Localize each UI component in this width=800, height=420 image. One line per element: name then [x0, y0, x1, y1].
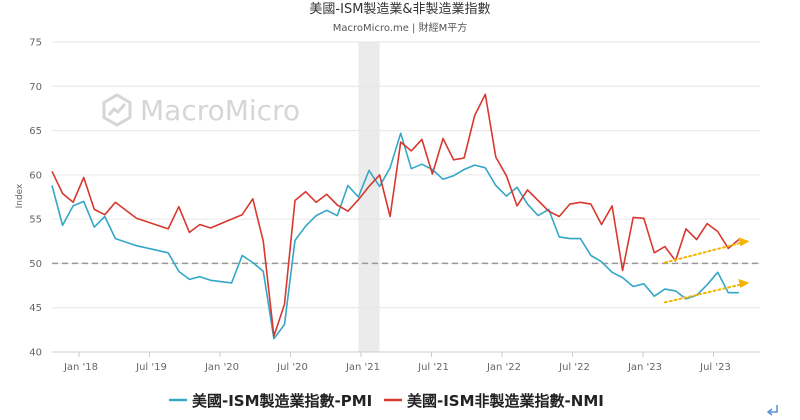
chart-title: 美國-ISM製造業&非製造業指數: [309, 1, 490, 17]
trend-line-pmi: [663, 283, 743, 304]
series-line-nmi: [51, 93, 740, 337]
watermark-logo: MacroMicro: [102, 93, 300, 127]
return-icon[interactable]: [766, 405, 778, 416]
y-tick-label: 55: [29, 215, 42, 226]
recession-shading: [358, 42, 380, 352]
y-tick-label: 65: [29, 126, 42, 137]
x-tick-label: Jul '22: [558, 362, 590, 373]
x-tick-label: Jan '22: [486, 362, 521, 373]
y-axis-ticks: 40 45 50 55 60 65 70 75: [29, 38, 42, 359]
x-tick-label: Jan '20: [204, 362, 239, 373]
y-tick-label: 60: [29, 170, 42, 181]
y-tick-label: 50: [29, 259, 42, 270]
trend-arrowhead-nmi: [738, 237, 750, 247]
series-line-pmi: [51, 132, 739, 340]
x-tick-label: Jul '23: [699, 362, 731, 373]
legend-label-pmi: 美國-ISM製造業指數-PMI: [192, 392, 372, 410]
legend[interactable]: 美國-ISM製造業指數-PMI 美國-ISM非製造業指數-NMI: [169, 392, 604, 410]
trend-arrows: [663, 237, 750, 304]
x-tick-label: Jan '18: [63, 362, 98, 373]
legend-item-pmi[interactable]: 美國-ISM製造業指數-PMI: [169, 392, 372, 410]
legend-label-nmi: 美國-ISM非製造業指數-NMI: [407, 392, 604, 410]
macromicro-logo-icon: [102, 93, 132, 127]
y-tick-label: 75: [29, 38, 42, 49]
x-tick-label: Jul '19: [135, 362, 167, 373]
legend-item-nmi[interactable]: 美國-ISM非製造業指數-NMI: [384, 392, 604, 410]
watermark-text: MacroMicro: [140, 94, 300, 127]
trend-arrowhead-pmi: [738, 278, 750, 288]
series-group: [51, 93, 740, 340]
x-axis-ticks: Jan '18 Jul '19 Jan '20 Jul '20 Jan '21 Jul '…: [63, 352, 731, 373]
x-tick-label: Jul '21: [417, 362, 449, 373]
grid: [52, 41, 760, 309]
y-tick-label: 45: [29, 303, 42, 314]
x-tick-label: Jul '20: [276, 362, 308, 373]
chart-subtitle: MacroMicro.me | 財經M平方: [333, 21, 467, 34]
y-tick-label: 70: [29, 82, 42, 93]
x-tick-label: Jan '23: [627, 362, 662, 373]
x-tick-label: Jan '21: [345, 362, 380, 373]
y-axis-label: Index: [15, 183, 25, 208]
trend-line-nmi: [663, 241, 743, 264]
y-tick-label: 40: [29, 348, 42, 359]
